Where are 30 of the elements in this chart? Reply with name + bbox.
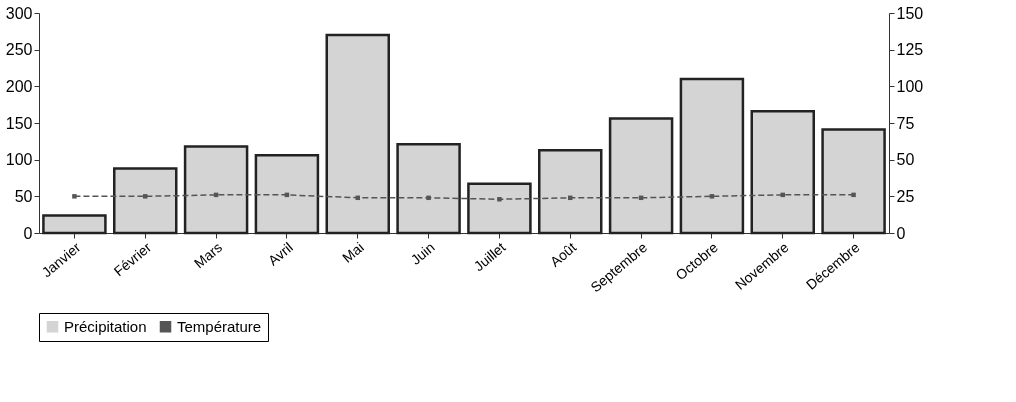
- bar: [538, 148, 603, 235]
- x-tick-label: Juin: [407, 238, 438, 268]
- y2-tick-label: 125: [896, 41, 924, 59]
- y2-tick-label: 75: [896, 114, 915, 132]
- y-tick-label: 150: [5, 114, 33, 132]
- y-tick-label: 50: [14, 187, 33, 205]
- y2-tick-label: 150: [896, 4, 924, 22]
- bar: [467, 182, 532, 235]
- y2-tick-label: 25: [896, 187, 915, 205]
- y-tick-label: 300: [5, 4, 33, 22]
- bar: [750, 110, 815, 235]
- bar: [679, 77, 745, 235]
- y-tick-label: 100: [5, 151, 33, 169]
- bar: [325, 33, 390, 235]
- legend-label: Température: [177, 317, 262, 335]
- y-tick-label: 200: [5, 77, 33, 95]
- bar: [254, 154, 320, 235]
- bar: [113, 167, 178, 235]
- y2-tick-label: 100: [896, 77, 924, 95]
- bar: [183, 145, 249, 235]
- x-tick-label: Mai: [339, 238, 367, 266]
- y-tick-label: 250: [5, 41, 33, 59]
- bar: [608, 117, 674, 235]
- bar: [821, 128, 886, 235]
- y2-tick-label: 0: [896, 224, 906, 242]
- bar: [42, 214, 107, 235]
- legend-label: Précipitation: [64, 317, 147, 335]
- y-tick-label: 0: [23, 224, 33, 242]
- y2-tick-label: 50: [896, 151, 915, 169]
- bar: [396, 143, 461, 235]
